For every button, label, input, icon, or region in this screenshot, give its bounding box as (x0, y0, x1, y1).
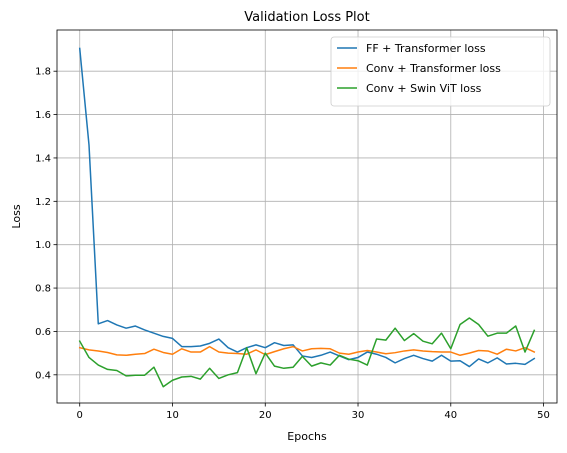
x-tick-label: 30 (352, 410, 365, 421)
y-tick-label: 0.4 (35, 370, 51, 381)
plot-frame (56, 29, 558, 404)
chart-title: Validation Loss Plot (244, 10, 369, 25)
y-tick-label: 0.8 (35, 284, 51, 295)
legend: FF + Transformer loss Conv + Transformer … (330, 36, 551, 107)
y-axis-ticks: 0.4 0.6 0.8 1.0 1.2 1.4 1.6 1.8 (35, 67, 57, 381)
y-tick-label: 1.4 (35, 153, 51, 164)
legend-label-2: Conv + Transformer loss (366, 62, 501, 75)
x-tick-label: 40 (444, 410, 457, 421)
legend-label-3: Conv + Swin ViT loss (366, 82, 482, 95)
grid-lines (57, 30, 557, 403)
series-line-1 (78, 47, 536, 368)
y-tick-label: 0.6 (35, 327, 51, 338)
x-axis-label: Epochs (287, 430, 327, 443)
x-tick-label: 0 (77, 410, 83, 421)
legend-box (330, 36, 551, 107)
x-tick-label: 50 (537, 410, 550, 421)
series-line-2 (78, 345, 536, 357)
x-tick-label: 20 (259, 410, 272, 421)
y-tick-label: 1.2 (35, 197, 51, 208)
x-tick-label: 10 (166, 410, 179, 421)
y-tick-label: 1.6 (35, 110, 51, 121)
series-line-3 (78, 317, 536, 388)
series-lines (78, 47, 536, 388)
y-tick-label: 1.0 (35, 240, 51, 251)
legend-label-1: FF + Transformer loss (366, 42, 486, 55)
y-axis-label: Loss (10, 204, 23, 228)
y-tick-label: 1.8 (35, 67, 51, 78)
x-axis-ticks: 0 10 20 30 40 50 (77, 403, 550, 421)
